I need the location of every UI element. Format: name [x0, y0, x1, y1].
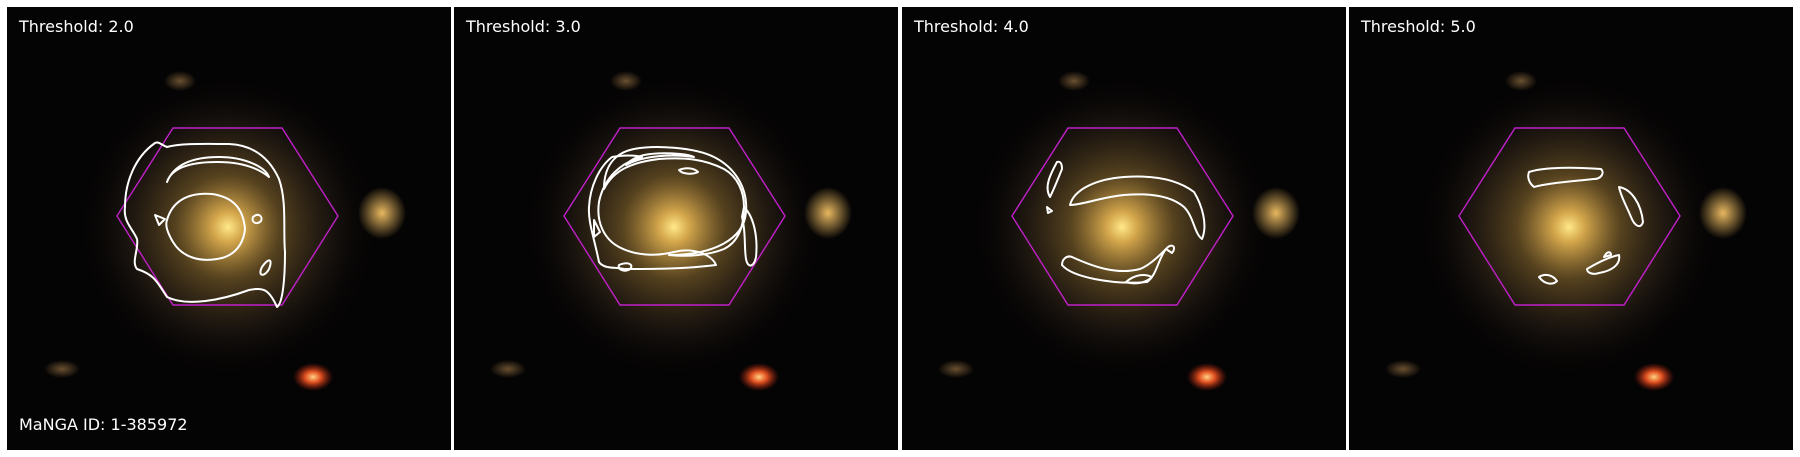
side-source: [1252, 187, 1300, 239]
side-source: [358, 187, 406, 239]
galaxy-halo: [524, 77, 824, 377]
faint-source: [1505, 71, 1537, 91]
side-source: [1699, 187, 1747, 239]
red-source: [293, 363, 333, 391]
faint-source-2: [44, 360, 80, 378]
manga-id-label: MaNGA ID: 1-385972: [19, 415, 188, 434]
threshold-label: Threshold: 4.0: [914, 17, 1029, 36]
faint-source: [164, 71, 196, 91]
ifu-hexagon: [563, 127, 786, 306]
galaxy-image: [902, 7, 1346, 450]
red-source: [1187, 363, 1227, 391]
faint-source: [1058, 71, 1090, 91]
panel-threshold-5: Threshold: 5.0: [1349, 7, 1793, 450]
threshold-label: Threshold: 3.0: [466, 17, 581, 36]
faint-source-2: [938, 360, 974, 378]
galaxy-image: [454, 7, 898, 450]
faint-source: [610, 71, 642, 91]
threshold-label: Threshold: 5.0: [1361, 17, 1476, 36]
ifu-hexagon: [1458, 127, 1681, 306]
galaxy-image: [1349, 7, 1793, 450]
faint-source-2: [1385, 360, 1421, 378]
galaxy-image: [7, 7, 451, 450]
faint-source-2: [490, 360, 526, 378]
contour-lines: [1046, 160, 1206, 285]
red-source: [1634, 363, 1674, 391]
panel-threshold-2: Threshold: 2.0 MaNGA ID: 1-385972: [7, 7, 451, 450]
panel-threshold-3: Threshold: 3.0: [454, 7, 898, 450]
ifu-hexagon: [1011, 127, 1234, 306]
contour-lines: [587, 146, 758, 272]
galaxy-halo: [1419, 77, 1719, 377]
galaxy-halo: [972, 77, 1272, 377]
red-source: [739, 363, 779, 391]
side-source: [804, 187, 852, 239]
panel-threshold-4: Threshold: 4.0: [902, 7, 1346, 450]
galaxy-halo: [78, 77, 378, 377]
contour-lines: [1527, 166, 1644, 285]
contour-lines: [123, 141, 286, 308]
threshold-label: Threshold: 2.0: [19, 17, 134, 36]
ifu-hexagon: [116, 127, 339, 306]
